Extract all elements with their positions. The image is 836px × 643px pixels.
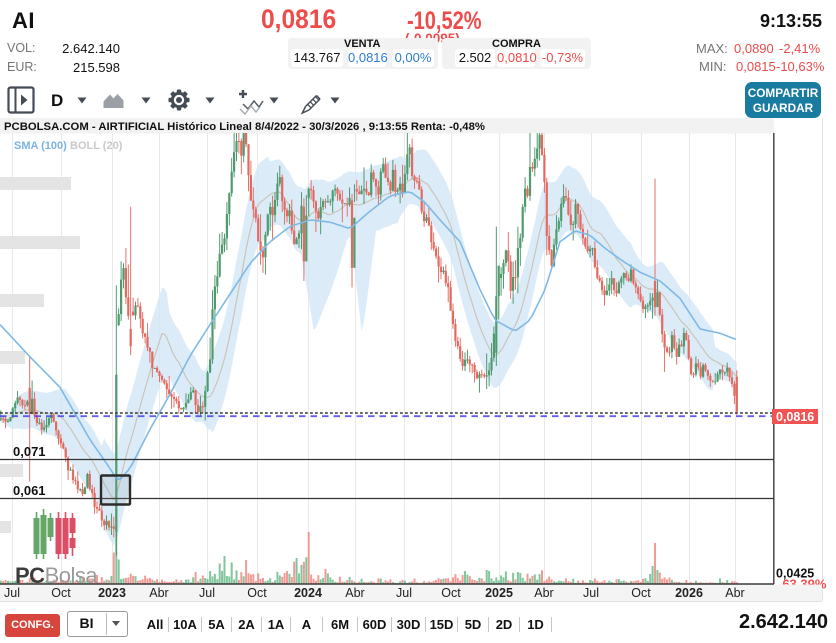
svg-text:0,061: 0,061 — [13, 483, 46, 498]
svg-text:0,0425: 0,0425 — [776, 567, 814, 581]
svg-text:Jul: Jul — [4, 586, 20, 600]
svg-text:Abr: Abr — [725, 586, 744, 600]
svg-text:Abr: Abr — [534, 586, 553, 600]
svg-text:0,071: 0,071 — [13, 444, 46, 459]
svg-text:D: D — [51, 91, 63, 110]
svg-text:Oct: Oct — [631, 586, 651, 600]
svg-text:2023: 2023 — [98, 586, 126, 600]
svg-text:Oct: Oct — [441, 586, 461, 600]
svg-text:2025: 2025 — [485, 586, 513, 600]
svg-text:Jul: Jul — [583, 586, 599, 600]
svg-text:Abr: Abr — [149, 586, 168, 600]
svg-text:BOLL (20): BOLL (20) — [70, 140, 123, 152]
svg-text:Jul: Jul — [396, 586, 412, 600]
svg-text:2026: 2026 — [675, 586, 703, 600]
svg-text:Oct: Oct — [51, 586, 71, 600]
svg-text:Jul: Jul — [199, 586, 215, 600]
svg-text:Oct: Oct — [247, 586, 267, 600]
svg-text:SMA (100): SMA (100) — [14, 140, 67, 152]
svg-text:2024: 2024 — [294, 586, 322, 600]
svg-text:Abr: Abr — [345, 586, 364, 600]
svg-text:PCBOLSA.COM - AIRTIFICIAL Hist: PCBOLSA.COM - AIRTIFICIAL Histórico Line… — [4, 121, 485, 133]
svg-text:0,0816: 0,0816 — [776, 410, 814, 424]
